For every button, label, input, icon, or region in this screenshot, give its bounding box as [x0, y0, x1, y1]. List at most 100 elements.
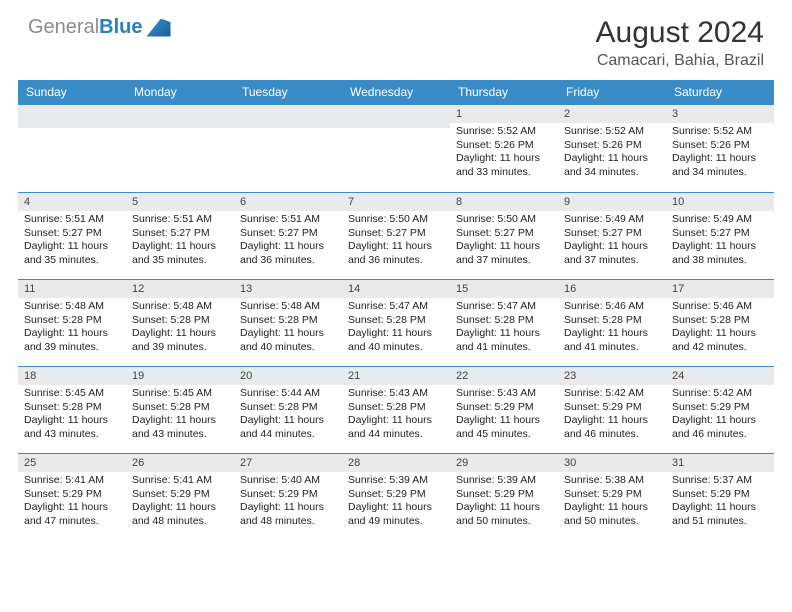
day-details: Sunrise: 5:48 AMSunset: 5:28 PMDaylight:…	[234, 298, 342, 359]
logo-text-gray: General	[28, 16, 99, 38]
calendar-cell: 26Sunrise: 5:41 AMSunset: 5:29 PMDayligh…	[126, 454, 234, 541]
day-number: 2	[558, 105, 666, 123]
day-number: 14	[342, 280, 450, 298]
calendar-cell: 11Sunrise: 5:48 AMSunset: 5:28 PMDayligh…	[18, 280, 126, 367]
day-number: 23	[558, 367, 666, 385]
day-number: 5	[126, 193, 234, 211]
day-number: 29	[450, 454, 558, 472]
day-number: 30	[558, 454, 666, 472]
day-number: 6	[234, 193, 342, 211]
day-details: Sunrise: 5:43 AMSunset: 5:29 PMDaylight:…	[450, 385, 558, 446]
day-number: 25	[18, 454, 126, 472]
calendar-cell: 31Sunrise: 5:37 AMSunset: 5:29 PMDayligh…	[666, 454, 774, 541]
day-details: Sunrise: 5:47 AMSunset: 5:28 PMDaylight:…	[342, 298, 450, 359]
day-details: Sunrise: 5:39 AMSunset: 5:29 PMDaylight:…	[450, 472, 558, 533]
calendar-cell: 24Sunrise: 5:42 AMSunset: 5:29 PMDayligh…	[666, 367, 774, 454]
calendar-cell	[18, 105, 126, 193]
day-details: Sunrise: 5:49 AMSunset: 5:27 PMDaylight:…	[666, 211, 774, 272]
calendar-cell: 12Sunrise: 5:48 AMSunset: 5:28 PMDayligh…	[126, 280, 234, 367]
day-number: 13	[234, 280, 342, 298]
day-details: Sunrise: 5:40 AMSunset: 5:29 PMDaylight:…	[234, 472, 342, 533]
title-block: August 2024 Camacari, Bahia, Brazil	[596, 16, 764, 70]
day-details: Sunrise: 5:48 AMSunset: 5:28 PMDaylight:…	[126, 298, 234, 359]
day-details: Sunrise: 5:52 AMSunset: 5:26 PMDaylight:…	[666, 123, 774, 184]
calendar-cell: 18Sunrise: 5:45 AMSunset: 5:28 PMDayligh…	[18, 367, 126, 454]
day-number: 21	[342, 367, 450, 385]
day-header: Sunday	[18, 80, 126, 105]
day-number: 10	[666, 193, 774, 211]
calendar-cell: 23Sunrise: 5:42 AMSunset: 5:29 PMDayligh…	[558, 367, 666, 454]
day-number: 15	[450, 280, 558, 298]
day-header: Friday	[558, 80, 666, 105]
calendar-cell: 6Sunrise: 5:51 AMSunset: 5:27 PMDaylight…	[234, 193, 342, 280]
day-number: 22	[450, 367, 558, 385]
day-number: 4	[18, 193, 126, 211]
day-details: Sunrise: 5:49 AMSunset: 5:27 PMDaylight:…	[558, 211, 666, 272]
calendar-cell: 14Sunrise: 5:47 AMSunset: 5:28 PMDayligh…	[342, 280, 450, 367]
day-details: Sunrise: 5:52 AMSunset: 5:26 PMDaylight:…	[558, 123, 666, 184]
day-details: Sunrise: 5:41 AMSunset: 5:29 PMDaylight:…	[18, 472, 126, 533]
day-details: Sunrise: 5:47 AMSunset: 5:28 PMDaylight:…	[450, 298, 558, 359]
day-details: Sunrise: 5:51 AMSunset: 5:27 PMDaylight:…	[126, 211, 234, 272]
day-details: Sunrise: 5:38 AMSunset: 5:29 PMDaylight:…	[558, 472, 666, 533]
day-details: Sunrise: 5:50 AMSunset: 5:27 PMDaylight:…	[342, 211, 450, 272]
calendar-cell: 20Sunrise: 5:44 AMSunset: 5:28 PMDayligh…	[234, 367, 342, 454]
location-subtitle: Camacari, Bahia, Brazil	[596, 52, 764, 70]
calendar-cell: 3Sunrise: 5:52 AMSunset: 5:26 PMDaylight…	[666, 105, 774, 193]
day-details: Sunrise: 5:44 AMSunset: 5:28 PMDaylight:…	[234, 385, 342, 446]
day-number: 7	[342, 193, 450, 211]
day-details: Sunrise: 5:50 AMSunset: 5:27 PMDaylight:…	[450, 211, 558, 272]
calendar-table: SundayMondayTuesdayWednesdayThursdayFrid…	[18, 80, 774, 540]
calendar-cell: 28Sunrise: 5:39 AMSunset: 5:29 PMDayligh…	[342, 454, 450, 541]
day-number: 28	[342, 454, 450, 472]
header: GeneralBlue August 2024 Camacari, Bahia,…	[0, 0, 792, 74]
day-number: 11	[18, 280, 126, 298]
day-number: 31	[666, 454, 774, 472]
calendar-cell: 16Sunrise: 5:46 AMSunset: 5:28 PMDayligh…	[558, 280, 666, 367]
day-details: Sunrise: 5:48 AMSunset: 5:28 PMDaylight:…	[18, 298, 126, 359]
logo: GeneralBlue	[28, 16, 171, 39]
calendar-cell: 13Sunrise: 5:48 AMSunset: 5:28 PMDayligh…	[234, 280, 342, 367]
day-header: Saturday	[666, 80, 774, 105]
day-header: Monday	[126, 80, 234, 105]
logo-mark-icon	[147, 19, 171, 37]
day-number: 24	[666, 367, 774, 385]
day-number: 26	[126, 454, 234, 472]
calendar-cell	[234, 105, 342, 193]
calendar-cell: 5Sunrise: 5:51 AMSunset: 5:27 PMDaylight…	[126, 193, 234, 280]
day-number: 17	[666, 280, 774, 298]
day-number: 19	[126, 367, 234, 385]
day-details: Sunrise: 5:51 AMSunset: 5:27 PMDaylight:…	[18, 211, 126, 272]
day-header: Wednesday	[342, 80, 450, 105]
calendar-cell: 25Sunrise: 5:41 AMSunset: 5:29 PMDayligh…	[18, 454, 126, 541]
calendar-cell: 15Sunrise: 5:47 AMSunset: 5:28 PMDayligh…	[450, 280, 558, 367]
day-details: Sunrise: 5:43 AMSunset: 5:28 PMDaylight:…	[342, 385, 450, 446]
day-number: 27	[234, 454, 342, 472]
day-number: 20	[234, 367, 342, 385]
day-number: 3	[666, 105, 774, 123]
calendar-cell: 9Sunrise: 5:49 AMSunset: 5:27 PMDaylight…	[558, 193, 666, 280]
calendar-cell: 7Sunrise: 5:50 AMSunset: 5:27 PMDaylight…	[342, 193, 450, 280]
logo-text-blue: Blue	[99, 16, 142, 38]
calendar-cell: 2Sunrise: 5:52 AMSunset: 5:26 PMDaylight…	[558, 105, 666, 193]
calendar-cell	[342, 105, 450, 193]
day-details: Sunrise: 5:39 AMSunset: 5:29 PMDaylight:…	[342, 472, 450, 533]
calendar-cell	[126, 105, 234, 193]
day-details: Sunrise: 5:37 AMSunset: 5:29 PMDaylight:…	[666, 472, 774, 533]
calendar-cell: 8Sunrise: 5:50 AMSunset: 5:27 PMDaylight…	[450, 193, 558, 280]
calendar-cell: 29Sunrise: 5:39 AMSunset: 5:29 PMDayligh…	[450, 454, 558, 541]
day-details: Sunrise: 5:46 AMSunset: 5:28 PMDaylight:…	[558, 298, 666, 359]
month-title: August 2024	[596, 16, 764, 50]
day-details: Sunrise: 5:45 AMSunset: 5:28 PMDaylight:…	[18, 385, 126, 446]
day-details: Sunrise: 5:52 AMSunset: 5:26 PMDaylight:…	[450, 123, 558, 184]
calendar-cell: 19Sunrise: 5:45 AMSunset: 5:28 PMDayligh…	[126, 367, 234, 454]
day-header: Thursday	[450, 80, 558, 105]
calendar-cell: 10Sunrise: 5:49 AMSunset: 5:27 PMDayligh…	[666, 193, 774, 280]
calendar-cell: 17Sunrise: 5:46 AMSunset: 5:28 PMDayligh…	[666, 280, 774, 367]
day-details: Sunrise: 5:41 AMSunset: 5:29 PMDaylight:…	[126, 472, 234, 533]
day-number: 18	[18, 367, 126, 385]
calendar-cell: 30Sunrise: 5:38 AMSunset: 5:29 PMDayligh…	[558, 454, 666, 541]
calendar-cell: 27Sunrise: 5:40 AMSunset: 5:29 PMDayligh…	[234, 454, 342, 541]
day-details: Sunrise: 5:46 AMSunset: 5:28 PMDaylight:…	[666, 298, 774, 359]
day-details: Sunrise: 5:42 AMSunset: 5:29 PMDaylight:…	[558, 385, 666, 446]
